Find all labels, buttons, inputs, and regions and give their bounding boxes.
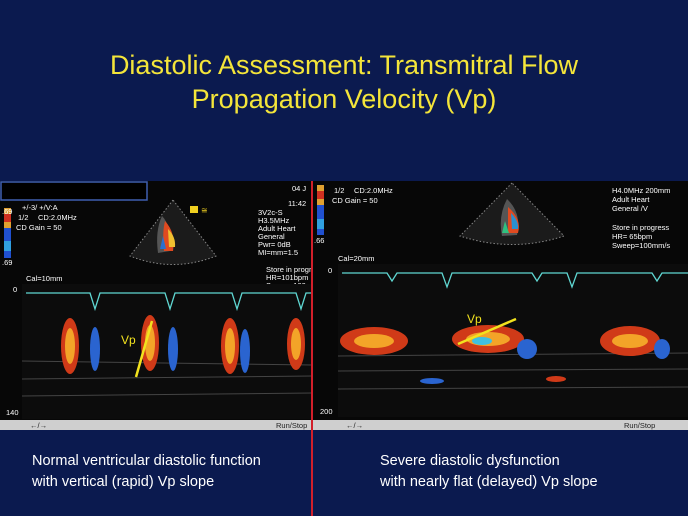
- scale-bottom-label: .66: [314, 236, 324, 245]
- caption-normal-line-1: Normal ventricular diastolic function: [32, 453, 261, 469]
- caption-normal: Normal ventricular diastolic function wi…: [32, 451, 261, 493]
- preset1-label: Adult Heart: [612, 195, 650, 204]
- scale-top-label: .69: [2, 207, 12, 216]
- mi-label: MI=mm=1.5: [258, 248, 298, 257]
- scale-bottom-label: .69: [2, 258, 12, 267]
- vp-label: Vp: [467, 312, 482, 326]
- ecg-trace: [26, 292, 312, 312]
- echo-image-dysfunction-graphic: 1/2 CD:2.0MHz CD Gain = 50 .66 H4.0MHz 2…: [312, 181, 688, 430]
- color-scale-bar: [4, 208, 11, 258]
- slide-title: Diastolic Assessment: Transmitral Flow P…: [0, 48, 688, 116]
- store-label: Store in progress: [612, 223, 669, 232]
- color-doppler-inflow: [61, 315, 305, 374]
- fraction-label: 1/2: [18, 213, 28, 222]
- echo-image-normal: .69 .69 +/-3/ +/V:A 1/2 CD:2.0MHz CD Gai…: [0, 181, 312, 430]
- depth-bottom-label: 140: [6, 408, 19, 417]
- title-line-2: Propagation Velocity (Vp): [191, 84, 497, 114]
- svg-text:≅: ≅: [201, 206, 208, 215]
- run-stop-label: Run/Stop: [624, 421, 655, 430]
- cd-freq-label: CD:2.0MHz: [354, 186, 393, 195]
- caption-dysfunction: Severe diastolic dysfunction with nearly…: [380, 451, 598, 493]
- preset1-label: Adult Heart: [258, 224, 296, 233]
- preset2-label: General: [258, 232, 285, 241]
- depth-top-label: 0: [13, 285, 17, 294]
- fraction-label: 1/2: [334, 186, 344, 195]
- cd-freq-label: CD:2.0MHz: [38, 213, 77, 222]
- pwr-label: Pwr= 0dB: [258, 240, 291, 249]
- sector-thumbnail: [459, 182, 565, 245]
- hr-label: HR=101bpm: [266, 273, 308, 282]
- arrow-controls: ←/→: [346, 421, 363, 430]
- top-settings-label: +/-3/ +/V:A: [22, 203, 58, 212]
- store-label: Store in progr: [266, 265, 312, 274]
- probe-label: 3V2c-S: [258, 208, 283, 217]
- echo-image-dysfunction: 1/2 CD:2.0MHz CD Gain = 50 .66 H4.0MHz 2…: [312, 181, 688, 430]
- run-stop-label: Run/Stop: [276, 421, 307, 430]
- anonymized-header-box: [0, 181, 148, 201]
- cal-label: Cal=10mm: [26, 274, 62, 283]
- time-label: 11:42: [288, 199, 306, 208]
- echo-image-normal-graphic: .69 .69 +/-3/ +/V:A 1/2 CD:2.0MHz CD Gai…: [0, 181, 312, 430]
- caption-normal-line-2: with vertical (rapid) Vp slope: [32, 474, 215, 490]
- depth-bottom-label: 200: [320, 407, 333, 416]
- cal-label: Cal=20mm: [338, 254, 374, 263]
- caption-dysfunction-line-2: with nearly flat (delayed) Vp slope: [380, 474, 598, 490]
- depth-top-label: 0: [328, 266, 332, 275]
- hr-label: HR= 65bpm: [612, 232, 652, 241]
- arrow-controls: ←/→: [30, 421, 47, 430]
- cd-gain-label: CD Gain = 50: [332, 196, 378, 205]
- color-scale-bar: [317, 185, 324, 235]
- title-line-1: Diastolic Assessment: Transmitral Flow: [109, 50, 579, 80]
- freq-depth-label: H4.0MHz 200mm: [612, 186, 670, 195]
- sweep-label: Sweep=100mm/s: [612, 241, 670, 250]
- panel-divider: [311, 181, 313, 516]
- date-fragment: 04 J: [292, 184, 306, 193]
- vp-label: Vp: [121, 333, 136, 347]
- sector-thumbnail: [129, 199, 217, 265]
- vp-slope-line: [457, 317, 517, 346]
- preset2-label: General /V: [612, 204, 648, 213]
- color-doppler-inflow: [340, 325, 670, 384]
- cd-gain-label: CD Gain = 50: [16, 223, 62, 232]
- ecg-trace: [342, 272, 688, 289]
- vp-slope-line: [134, 320, 154, 378]
- caption-dysfunction-line-1: Severe diastolic dysfunction: [380, 453, 560, 469]
- freq-label: H3.5MHz: [258, 216, 290, 225]
